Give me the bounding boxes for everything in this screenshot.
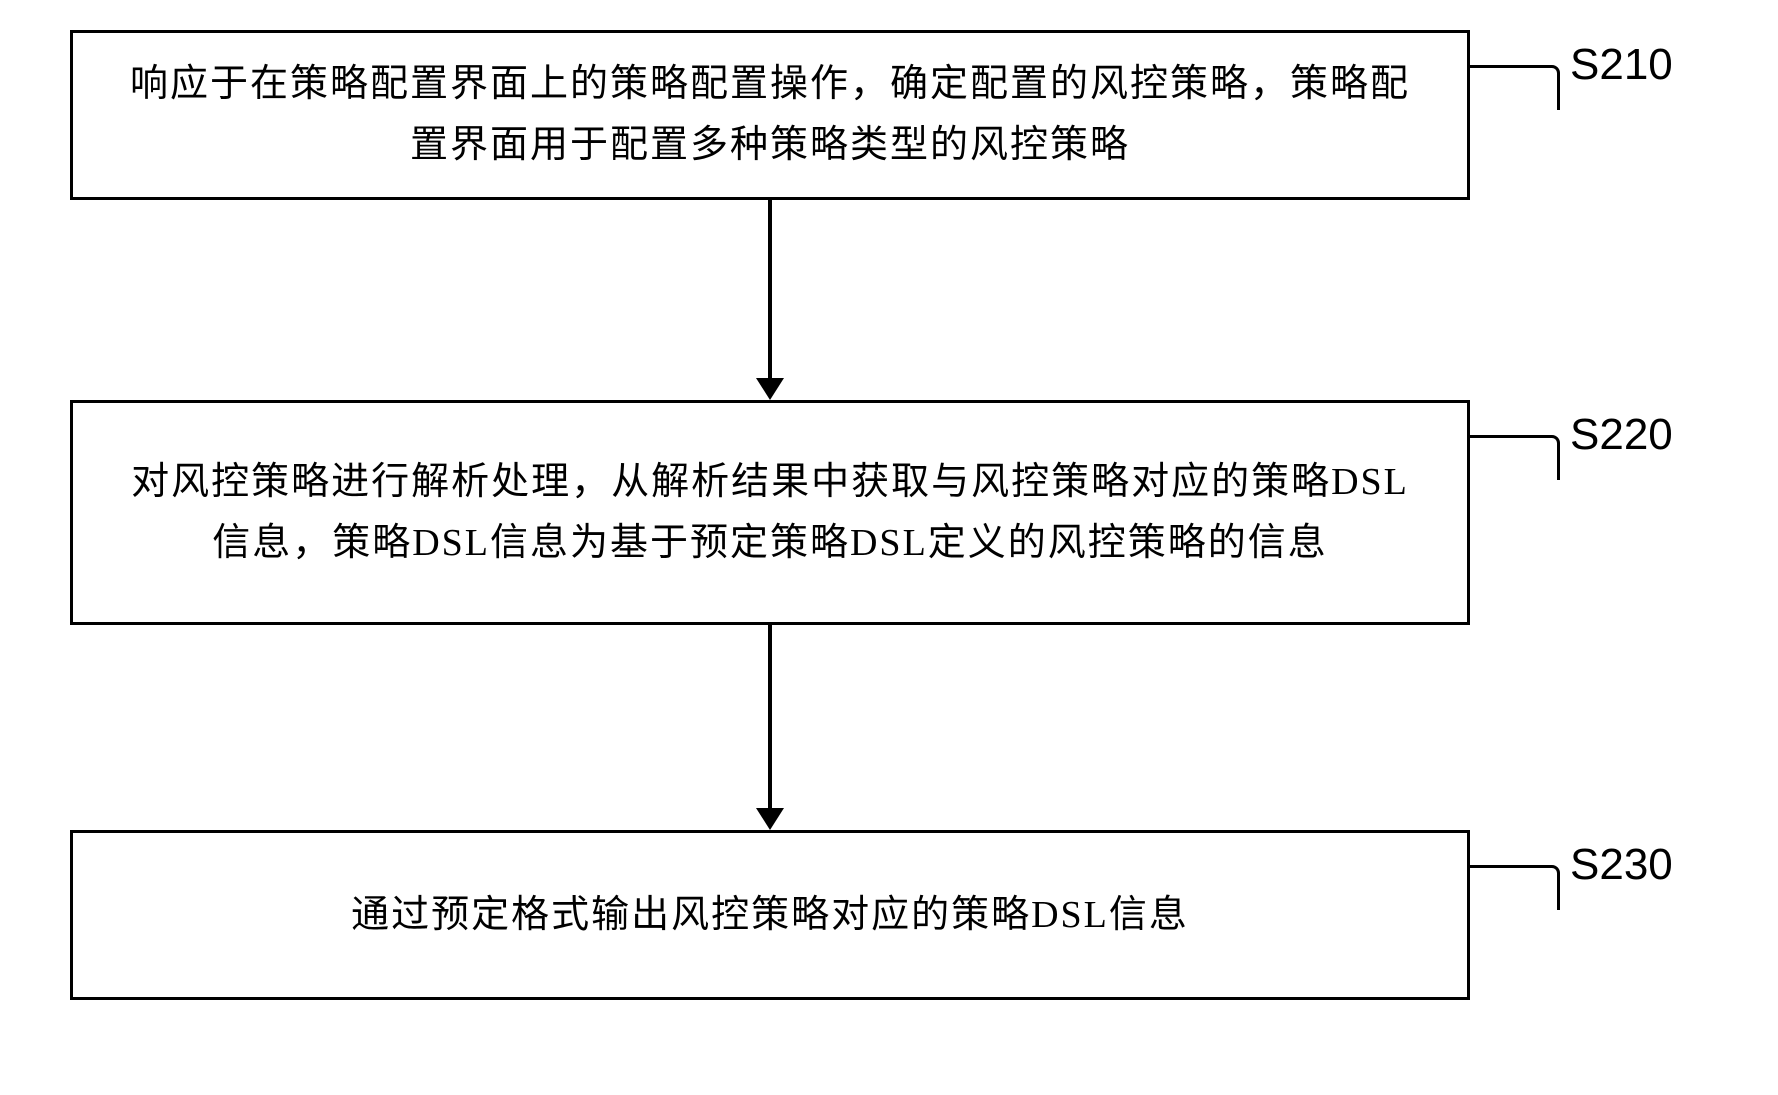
flowchart-container: 响应于在策略配置界面上的策略配置操作，确定配置的风控策略，策略配置界面用于配置多… bbox=[0, 0, 1778, 1095]
label-connector-s210 bbox=[1470, 65, 1560, 110]
flowchart-node-s220: 对风控策略进行解析处理，从解析结果中获取与风控策略对应的策略DSL信息，策略DS… bbox=[70, 400, 1470, 625]
step-label-s230: S230 bbox=[1570, 840, 1673, 890]
flowchart-node-s230: 通过预定格式输出风控策略对应的策略DSL信息 bbox=[70, 830, 1470, 1000]
arrowhead-2 bbox=[756, 808, 784, 830]
step-label-s220: S220 bbox=[1570, 410, 1673, 460]
arrowhead-1 bbox=[756, 378, 784, 400]
node-text: 对风控策略进行解析处理，从解析结果中获取与风控策略对应的策略DSL信息，策略DS… bbox=[113, 452, 1427, 574]
label-connector-s230 bbox=[1470, 865, 1560, 910]
node-text: 通过预定格式输出风控策略对应的策略DSL信息 bbox=[351, 885, 1189, 946]
arrow-line-1 bbox=[768, 200, 772, 380]
label-connector-s220 bbox=[1470, 435, 1560, 480]
step-label-s210: S210 bbox=[1570, 40, 1673, 90]
node-text: 响应于在策略配置界面上的策略配置操作，确定配置的风控策略，策略配置界面用于配置多… bbox=[113, 54, 1427, 176]
arrow-line-2 bbox=[768, 625, 772, 810]
flowchart-node-s210: 响应于在策略配置界面上的策略配置操作，确定配置的风控策略，策略配置界面用于配置多… bbox=[70, 30, 1470, 200]
